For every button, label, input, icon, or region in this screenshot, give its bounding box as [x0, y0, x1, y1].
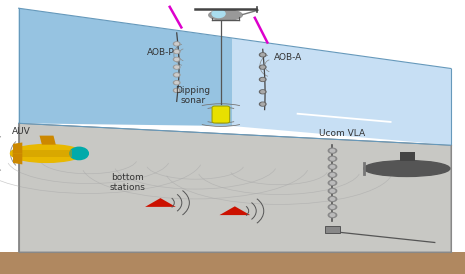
Circle shape — [328, 196, 337, 201]
Polygon shape — [13, 153, 22, 164]
Circle shape — [261, 66, 265, 68]
Circle shape — [175, 58, 179, 61]
Text: Dipping
sonar: Dipping sonar — [175, 86, 211, 105]
Circle shape — [330, 173, 335, 176]
Circle shape — [330, 198, 335, 200]
Circle shape — [261, 91, 265, 93]
Polygon shape — [19, 123, 451, 252]
Circle shape — [173, 65, 180, 69]
Circle shape — [330, 165, 335, 168]
FancyBboxPatch shape — [325, 226, 340, 233]
Circle shape — [175, 89, 179, 92]
Circle shape — [259, 78, 266, 81]
Circle shape — [328, 181, 337, 185]
Text: Ucom VLA: Ucom VLA — [319, 129, 365, 138]
Circle shape — [330, 149, 335, 152]
Circle shape — [259, 90, 266, 94]
Polygon shape — [12, 150, 72, 157]
Circle shape — [330, 190, 335, 192]
Circle shape — [175, 74, 179, 76]
Text: AOB-P: AOB-P — [146, 48, 174, 57]
Polygon shape — [19, 8, 232, 126]
Polygon shape — [13, 142, 22, 153]
Circle shape — [330, 157, 335, 160]
Circle shape — [328, 156, 337, 161]
Ellipse shape — [11, 144, 83, 162]
Circle shape — [330, 206, 335, 209]
Polygon shape — [232, 38, 451, 145]
Circle shape — [328, 189, 337, 193]
Circle shape — [173, 42, 180, 46]
Ellipse shape — [212, 10, 225, 18]
Circle shape — [261, 54, 265, 56]
Ellipse shape — [70, 147, 88, 159]
Circle shape — [328, 172, 337, 177]
Text: AUV: AUV — [12, 127, 30, 136]
Circle shape — [259, 102, 266, 106]
Circle shape — [175, 50, 179, 53]
Circle shape — [330, 182, 335, 184]
Polygon shape — [400, 152, 415, 161]
Polygon shape — [145, 198, 176, 207]
Circle shape — [328, 148, 337, 153]
Polygon shape — [40, 136, 56, 145]
Circle shape — [173, 58, 180, 61]
Ellipse shape — [209, 10, 242, 20]
Circle shape — [261, 78, 265, 81]
Circle shape — [259, 53, 266, 57]
Polygon shape — [219, 206, 250, 215]
Circle shape — [173, 81, 180, 85]
Circle shape — [175, 82, 179, 84]
Circle shape — [259, 65, 266, 69]
Polygon shape — [0, 252, 465, 274]
Circle shape — [173, 50, 180, 53]
Circle shape — [175, 66, 179, 68]
Circle shape — [328, 213, 337, 218]
Circle shape — [328, 164, 337, 169]
Text: AOB-A: AOB-A — [274, 53, 303, 62]
Ellipse shape — [364, 161, 450, 176]
Circle shape — [175, 43, 179, 45]
Circle shape — [330, 214, 335, 216]
Circle shape — [328, 205, 337, 210]
FancyBboxPatch shape — [212, 106, 230, 123]
Circle shape — [261, 103, 265, 105]
Text: bottom
stations: bottom stations — [110, 173, 146, 192]
Circle shape — [173, 89, 180, 92]
Circle shape — [173, 73, 180, 77]
